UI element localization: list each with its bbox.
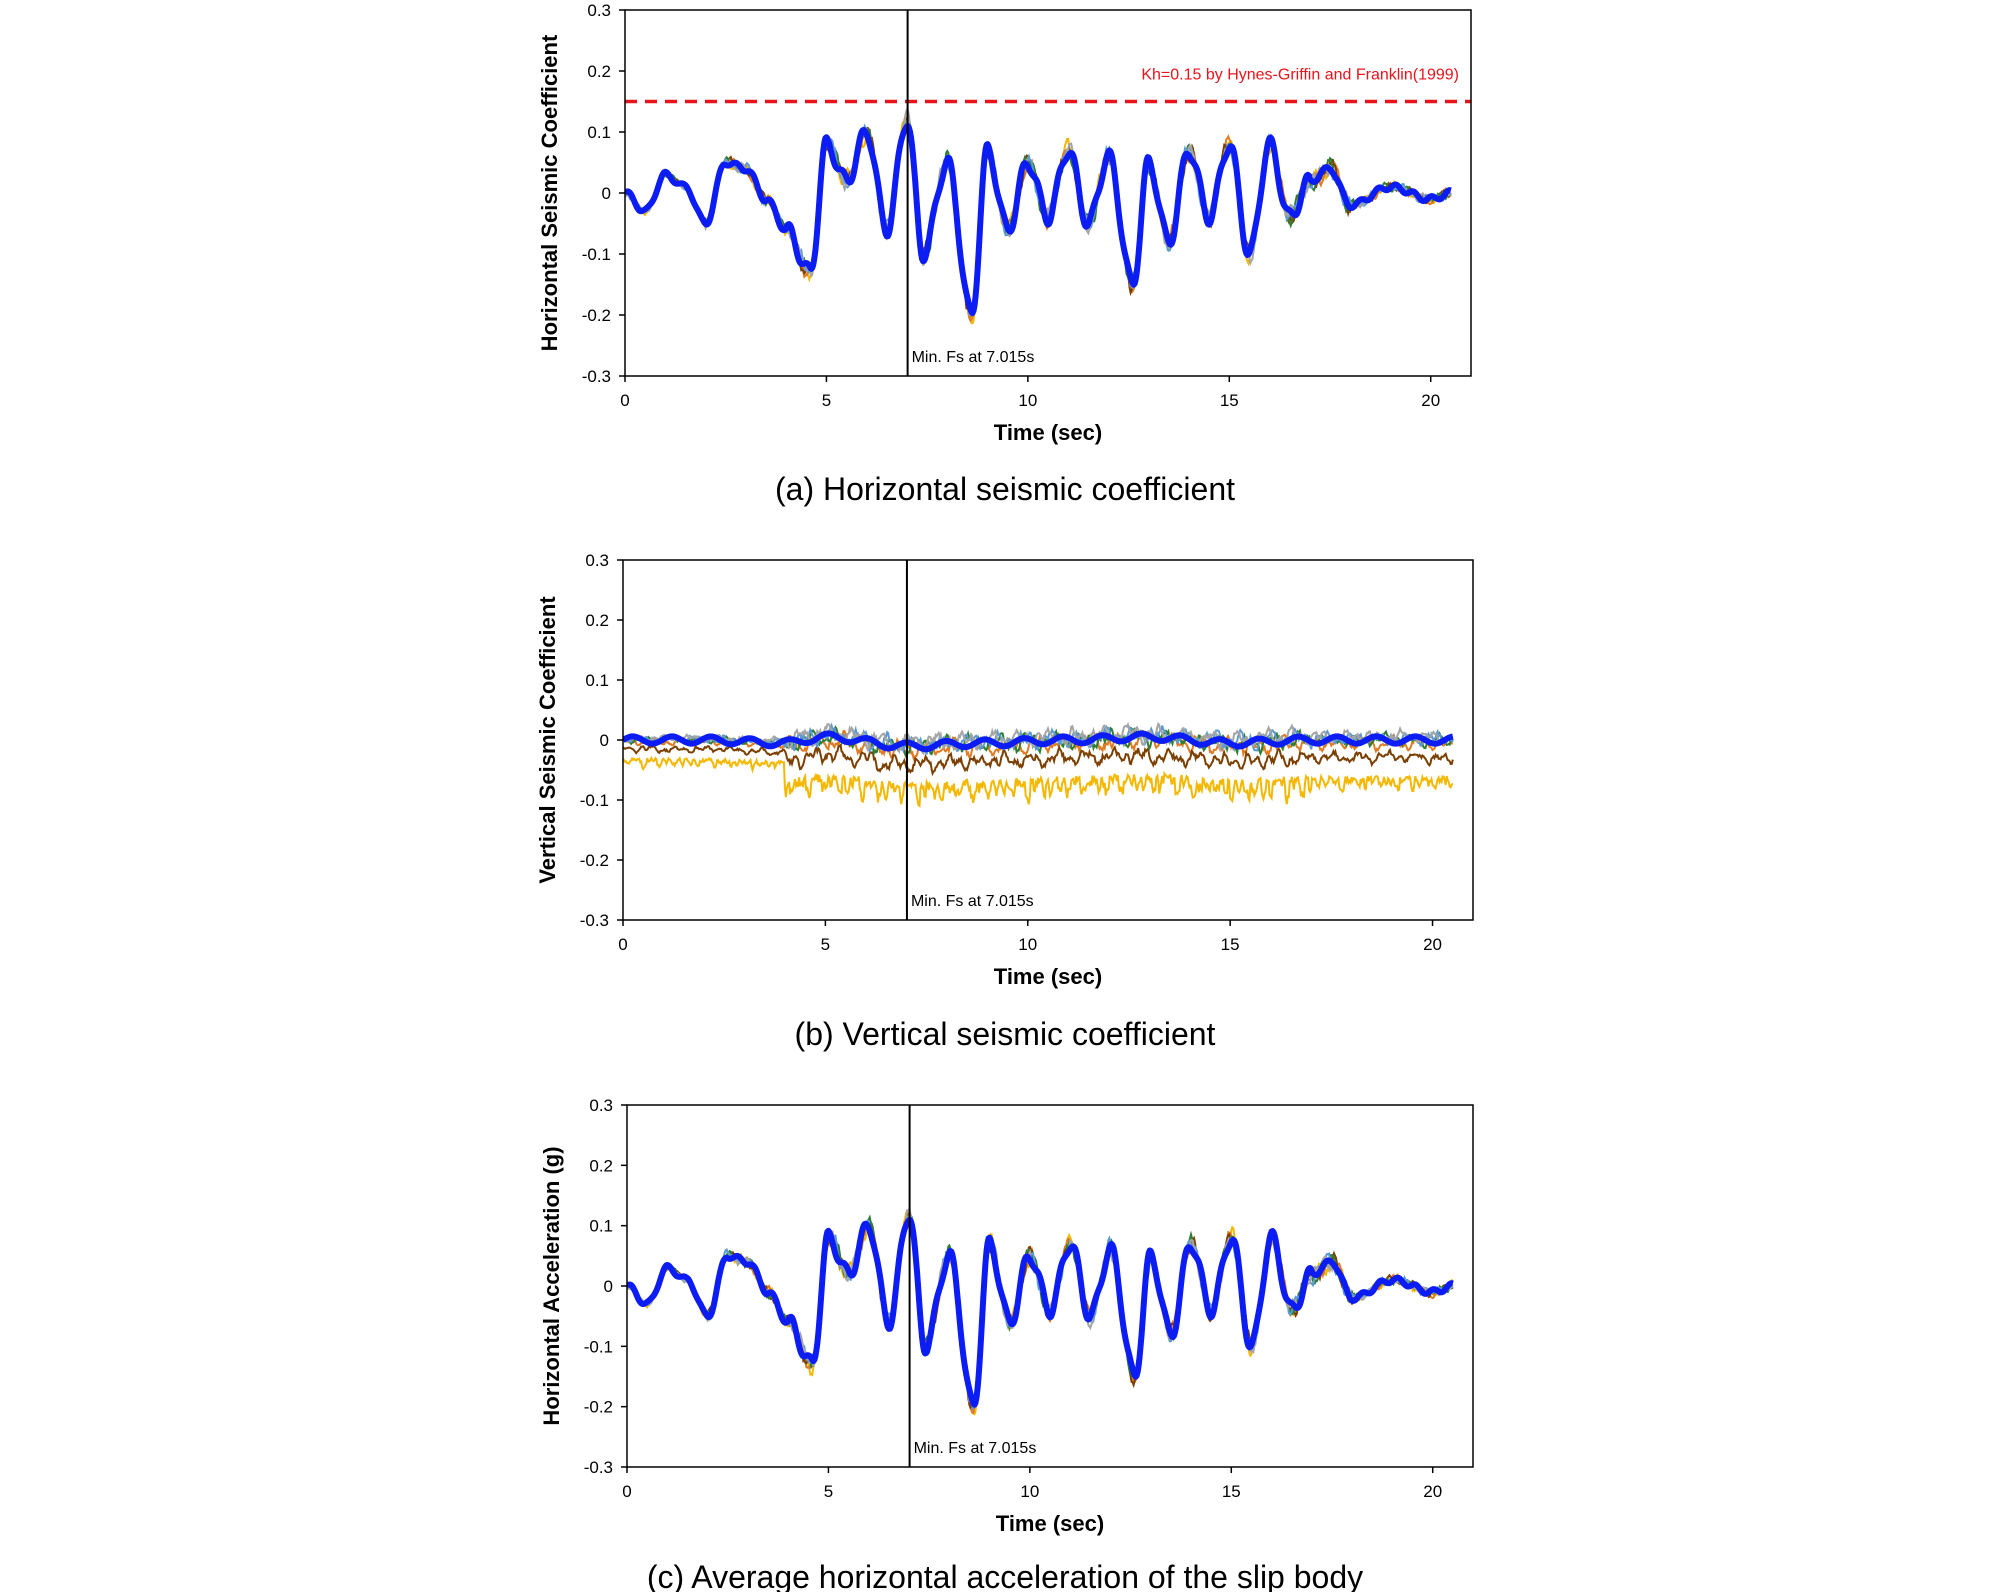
panel-caption: (a) Horizontal seismic coefficient bbox=[775, 471, 1235, 507]
trace-line bbox=[627, 1211, 1454, 1416]
plot-area bbox=[623, 721, 1455, 808]
trace-line bbox=[625, 108, 1452, 318]
x-tick-label: 15 bbox=[1222, 1482, 1241, 1501]
y-tick-label: 0.3 bbox=[587, 1, 611, 20]
x-tick-label: 0 bbox=[618, 935, 627, 954]
trace-line bbox=[627, 1209, 1454, 1412]
trace-line bbox=[627, 1211, 1454, 1415]
x-axis-title: Time (sec) bbox=[994, 964, 1102, 989]
chart-panel-b: Min. Fs at 7.015s -0.3 -0.2 -0.1 0 0.1 0.2 0.3 0… bbox=[535, 551, 1474, 1052]
y-tick-label: 0.2 bbox=[585, 611, 609, 630]
y-tick-label: 0.3 bbox=[589, 1096, 613, 1115]
chart-panel-a: Kh=0.15 by Hynes-Griffin and Franklin(19… bbox=[537, 1, 1472, 507]
x-tick-label: 0 bbox=[620, 391, 629, 410]
x-tick-label: 15 bbox=[1220, 391, 1239, 410]
reference-hline-label: Kh=0.15 by Hynes-Griffin and Franklin(19… bbox=[1141, 67, 1459, 84]
y-tick-label: -0.3 bbox=[580, 911, 609, 930]
x-tick-label: 5 bbox=[824, 1482, 833, 1501]
trace-line bbox=[625, 116, 1452, 323]
x-tick-label: 10 bbox=[1018, 935, 1037, 954]
x-tick-label: 20 bbox=[1423, 1482, 1442, 1501]
y-tick-label: -0.1 bbox=[584, 1337, 613, 1356]
plot-area bbox=[625, 108, 1453, 325]
x-tick-label: 20 bbox=[1421, 391, 1440, 410]
x-tick-label: 5 bbox=[821, 935, 830, 954]
y-tick-label: -0.1 bbox=[582, 245, 611, 264]
y-tick-label: 0.1 bbox=[587, 123, 611, 142]
y-tick-label: 0.1 bbox=[589, 1217, 613, 1236]
y-tick-label: 0.1 bbox=[585, 671, 609, 690]
panel-caption: (b) Vertical seismic coefficient bbox=[795, 1016, 1216, 1052]
x-tick-label: 10 bbox=[1020, 1482, 1039, 1501]
y-tick-label: 0 bbox=[604, 1277, 613, 1296]
trace-line bbox=[623, 743, 1454, 777]
x-tick-label: 5 bbox=[822, 391, 831, 410]
x-tick-label: 15 bbox=[1221, 935, 1240, 954]
series-line-average bbox=[623, 730, 1455, 753]
series-line-average bbox=[627, 1216, 1455, 1408]
y-tick-label: -0.2 bbox=[584, 1398, 613, 1417]
x-tick-label: 20 bbox=[1423, 935, 1442, 954]
vertical-marker-label: Min. Fs at 7.015s bbox=[912, 349, 1035, 366]
y-tick-label: 0.3 bbox=[585, 551, 609, 570]
y-tick-label: -0.2 bbox=[580, 851, 609, 870]
plot-area bbox=[627, 1207, 1455, 1416]
x-tick-label: 0 bbox=[622, 1482, 631, 1501]
y-tick-label: -0.3 bbox=[584, 1458, 613, 1477]
trace-line bbox=[625, 114, 1452, 317]
trace-line bbox=[625, 117, 1452, 318]
vertical-marker-label: Min. Fs at 7.015s bbox=[911, 893, 1034, 910]
x-axis-title: Time (sec) bbox=[994, 420, 1102, 445]
x-axis-title: Time (sec) bbox=[996, 1511, 1104, 1536]
y-tick-label: 0.2 bbox=[589, 1156, 613, 1175]
trace-line bbox=[627, 1207, 1454, 1408]
vertical-marker-label: Min. Fs at 7.015s bbox=[914, 1440, 1037, 1457]
trace-line bbox=[623, 755, 1454, 808]
chart-panel-c: Min. Fs at 7.015s -0.3 -0.2 -0.1 0 0.1 0.2 0.3 0… bbox=[539, 1096, 1474, 1592]
y-tick-label: -0.1 bbox=[580, 791, 609, 810]
series-line-average bbox=[625, 123, 1453, 317]
y-tick-label: -0.2 bbox=[582, 306, 611, 325]
y-axis-title: Horizontal Acceleration (g) bbox=[539, 1146, 564, 1425]
trace-line bbox=[625, 113, 1452, 325]
y-tick-label: -0.3 bbox=[582, 367, 611, 386]
trace-line bbox=[627, 1210, 1454, 1410]
panel-caption: (c) Average horizontal acceleration of t… bbox=[647, 1559, 1363, 1592]
y-tick-label: 0.2 bbox=[587, 62, 611, 81]
y-axis-title: Vertical Seismic Coefficient bbox=[535, 596, 560, 884]
y-axis-title: Horizontal Seismic Coefficient bbox=[537, 34, 562, 351]
y-tick-label: 0 bbox=[602, 184, 611, 203]
trace-line bbox=[625, 120, 1452, 318]
x-tick-label: 10 bbox=[1018, 391, 1037, 410]
y-tick-label: 0 bbox=[600, 731, 609, 750]
trace-line bbox=[627, 1213, 1454, 1404]
